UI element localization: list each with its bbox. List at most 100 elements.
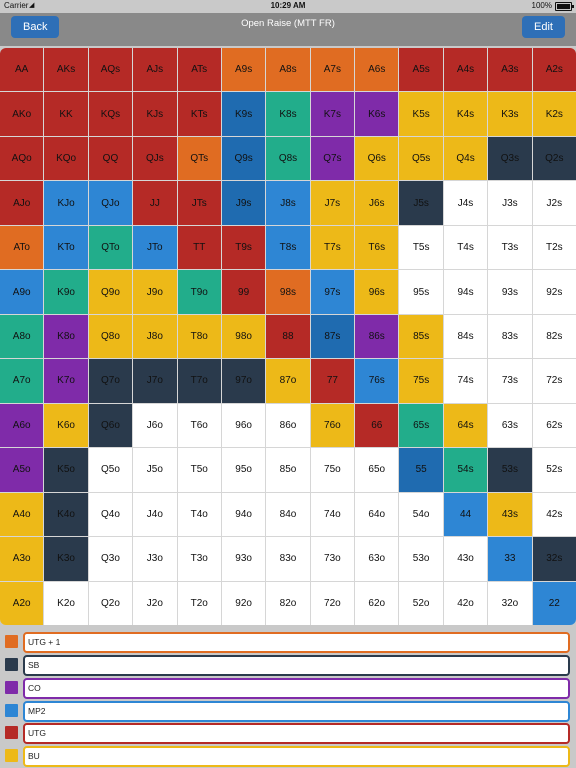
hand-cell[interactable]: 95s xyxy=(399,270,443,314)
legend-color-swatch[interactable] xyxy=(5,681,18,694)
legend-name-field[interactable]: CO xyxy=(23,678,570,699)
hand-cell[interactable]: 87o xyxy=(266,359,310,403)
edit-button[interactable]: Edit xyxy=(522,16,565,38)
hand-cell[interactable]: A9s xyxy=(221,48,266,92)
hand-cell[interactable]: 43s xyxy=(488,492,532,537)
hand-cell[interactable]: A2o xyxy=(0,581,44,625)
hand-cell[interactable]: Q9s xyxy=(221,136,266,181)
hand-cell[interactable]: K7o xyxy=(44,359,88,403)
hand-cell[interactable]: 74s xyxy=(443,359,488,403)
hand-cell[interactable]: 63s xyxy=(488,403,532,448)
hand-cell[interactable]: 33 xyxy=(488,537,532,581)
hand-cell[interactable]: K9s xyxy=(221,92,266,136)
hand-cell[interactable]: 66 xyxy=(355,403,399,448)
hand-cell[interactable]: A7o xyxy=(0,359,44,403)
hand-cell[interactable]: 98s xyxy=(266,270,310,314)
hand-cell[interactable]: 52o xyxy=(399,581,443,625)
hand-cell[interactable]: Q8o xyxy=(88,314,133,359)
hand-cell[interactable]: AQo xyxy=(0,136,44,181)
hand-cell[interactable]: 42o xyxy=(443,581,488,625)
hand-cell[interactable]: 86s xyxy=(355,314,399,359)
hand-cell[interactable]: J4s xyxy=(443,181,488,225)
hand-cell[interactable]: T9o xyxy=(177,270,221,314)
hand-cell[interactable]: T4o xyxy=(177,492,221,537)
hand-cell[interactable]: 85o xyxy=(266,448,310,492)
hand-cell[interactable]: 83o xyxy=(266,537,310,581)
hand-cell[interactable]: 72o xyxy=(310,581,355,625)
hand-cell[interactable]: A3o xyxy=(0,537,44,581)
hand-cell[interactable]: 94s xyxy=(443,270,488,314)
hand-cell[interactable]: Q3o xyxy=(88,537,133,581)
hand-cell[interactable]: KK xyxy=(44,92,88,136)
hand-cell[interactable]: K8o xyxy=(44,314,88,359)
hand-cell[interactable]: 75o xyxy=(310,448,355,492)
hand-cell[interactable]: QJo xyxy=(88,181,133,225)
hand-cell[interactable]: A4s xyxy=(443,48,488,92)
hand-cell[interactable]: K5o xyxy=(44,448,88,492)
hand-cell[interactable]: Q6s xyxy=(355,136,399,181)
hand-cell[interactable]: J3s xyxy=(488,181,532,225)
hand-cell[interactable]: A6o xyxy=(0,403,44,448)
hand-cell[interactable]: 74o xyxy=(310,492,355,537)
hand-cell[interactable]: J5s xyxy=(399,181,443,225)
hand-cell[interactable]: Q3s xyxy=(488,136,532,181)
hand-cell[interactable]: K2o xyxy=(44,581,88,625)
hand-cell[interactable]: 62s xyxy=(532,403,576,448)
hand-cell[interactable]: Q5s xyxy=(399,136,443,181)
hand-cell[interactable]: 97o xyxy=(221,359,266,403)
hand-cell[interactable]: 83s xyxy=(488,314,532,359)
legend-color-swatch[interactable] xyxy=(5,635,18,648)
hand-cell[interactable]: T3s xyxy=(488,225,532,270)
hand-cell[interactable]: TT xyxy=(177,225,221,270)
hand-cell[interactable]: J2o xyxy=(133,581,177,625)
hand-cell[interactable]: QJs xyxy=(133,136,177,181)
hand-cell[interactable]: 75s xyxy=(399,359,443,403)
hand-cell[interactable]: 76o xyxy=(310,403,355,448)
hand-cell[interactable]: A8s xyxy=(266,48,310,92)
hand-cell[interactable]: T5o xyxy=(177,448,221,492)
hand-cell[interactable]: 93o xyxy=(221,537,266,581)
hand-cell[interactable]: QQ xyxy=(88,136,133,181)
hand-cell[interactable]: 99 xyxy=(221,270,266,314)
hand-cell[interactable]: 63o xyxy=(355,537,399,581)
hand-cell[interactable]: K4s xyxy=(443,92,488,136)
hand-cell[interactable]: 73s xyxy=(488,359,532,403)
legend-name-field[interactable]: UTG xyxy=(23,723,570,744)
legend-name-field[interactable]: MP2 xyxy=(23,701,570,722)
hand-cell[interactable]: 42s xyxy=(532,492,576,537)
legend-color-swatch[interactable] xyxy=(5,749,18,762)
hand-cell[interactable]: Q7o xyxy=(88,359,133,403)
hand-cell[interactable]: J5o xyxy=(133,448,177,492)
hand-cell[interactable]: T4s xyxy=(443,225,488,270)
hand-cell[interactable]: T5s xyxy=(399,225,443,270)
hand-cell[interactable]: 54o xyxy=(399,492,443,537)
hand-cell[interactable]: Q2s xyxy=(532,136,576,181)
hand-cell[interactable]: T2s xyxy=(532,225,576,270)
hand-cell[interactable]: ATs xyxy=(177,48,221,92)
hand-cell[interactable]: ATo xyxy=(0,225,44,270)
hand-cell[interactable]: T3o xyxy=(177,537,221,581)
hand-cell[interactable]: 96s xyxy=(355,270,399,314)
hand-cell[interactable]: 54s xyxy=(443,448,488,492)
hand-cell[interactable]: AJs xyxy=(133,48,177,92)
hand-cell[interactable]: 94o xyxy=(221,492,266,537)
hand-cell[interactable]: K9o xyxy=(44,270,88,314)
hand-cell[interactable]: KQs xyxy=(88,92,133,136)
hand-cell[interactable]: T9s xyxy=(221,225,266,270)
hand-cell[interactable]: T2o xyxy=(177,581,221,625)
hand-cell[interactable]: J7s xyxy=(310,181,355,225)
hand-cell[interactable]: AKo xyxy=(0,92,44,136)
hand-cell[interactable]: T6s xyxy=(355,225,399,270)
hand-cell[interactable]: K6o xyxy=(44,403,88,448)
hand-cell[interactable]: 72s xyxy=(532,359,576,403)
hand-cell[interactable]: KTo xyxy=(44,225,88,270)
hand-cell[interactable]: J9s xyxy=(221,181,266,225)
hand-cell[interactable]: J4o xyxy=(133,492,177,537)
hand-cell[interactable]: J3o xyxy=(133,537,177,581)
hand-cell[interactable]: A7s xyxy=(310,48,355,92)
hand-cell[interactable]: 22 xyxy=(532,581,576,625)
hand-cell[interactable]: T8o xyxy=(177,314,221,359)
hand-cell[interactable]: A9o xyxy=(0,270,44,314)
hand-cell[interactable]: 86o xyxy=(266,403,310,448)
hand-cell[interactable]: 76s xyxy=(355,359,399,403)
